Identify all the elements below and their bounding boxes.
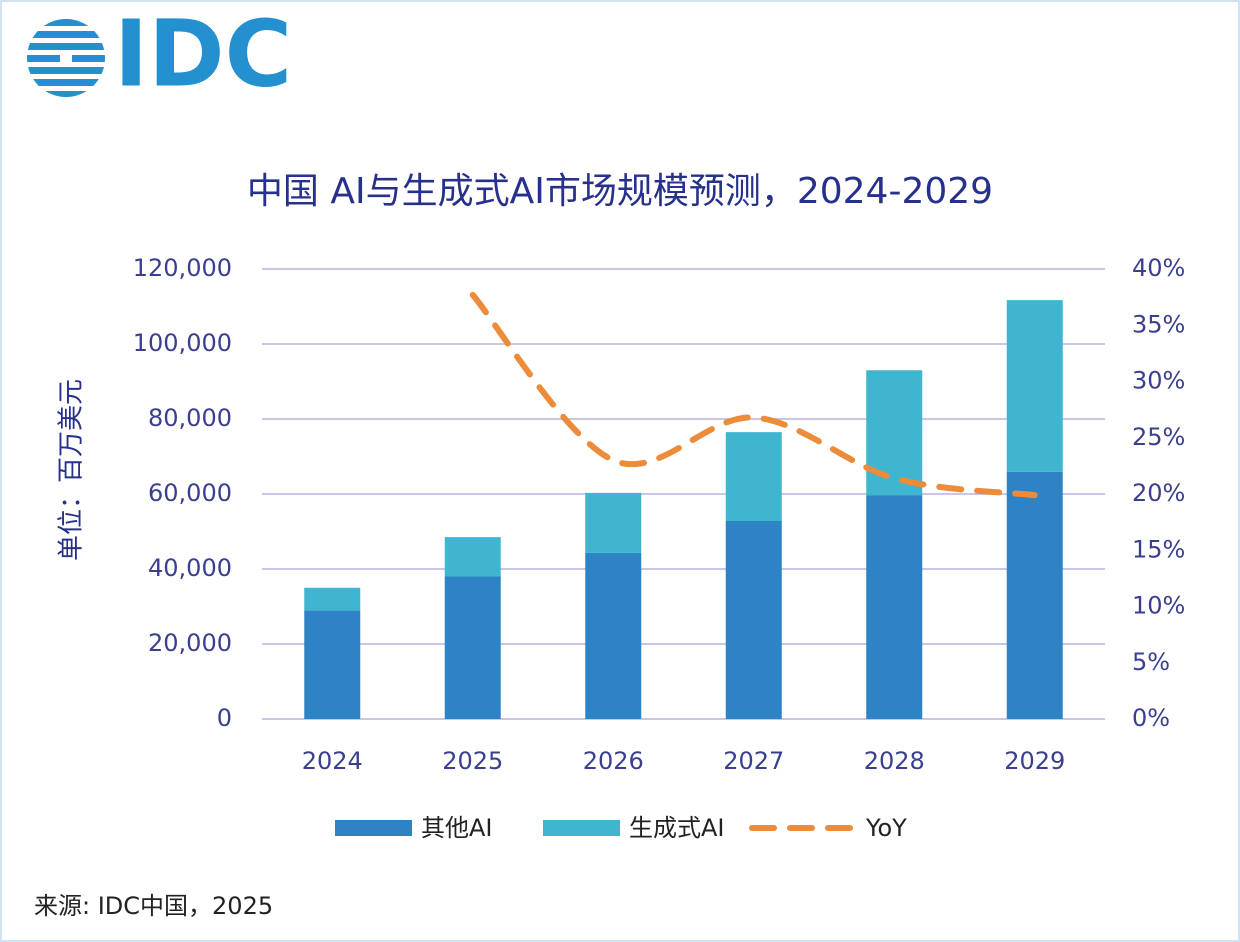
- bar: [1006, 471, 1063, 719]
- y2-tick-label: 15%: [1132, 535, 1185, 563]
- bar: [444, 537, 501, 577]
- bar: [444, 576, 501, 719]
- y-tick-label: 80,000: [148, 404, 232, 432]
- y2-tick-label: 35%: [1132, 310, 1185, 338]
- bar: [725, 432, 782, 521]
- y-tick-label: 120,000: [133, 254, 232, 282]
- y-tick-label: 100,000: [133, 329, 232, 357]
- legend-swatch: [335, 820, 412, 836]
- x-tick-label: 2029: [1004, 747, 1065, 775]
- y2-tick-label: 40%: [1132, 254, 1185, 282]
- y2-tick-label: 25%: [1132, 423, 1185, 451]
- y2-tick-label: 10%: [1132, 592, 1185, 620]
- x-tick-label: 2027: [723, 747, 784, 775]
- bar: [725, 521, 782, 719]
- y-tick-label: 0: [217, 704, 232, 732]
- legend-label: 其他AI: [421, 814, 493, 842]
- logo-globe: [27, 19, 105, 97]
- legend-label: 生成式AI: [629, 814, 725, 842]
- x-tick-label: 2026: [583, 747, 644, 775]
- x-tick-label: 2024: [302, 747, 363, 775]
- line: [469, 291, 1038, 499]
- y2-tick-label: 5%: [1132, 648, 1170, 676]
- x-tick-label: 2025: [442, 747, 503, 775]
- legend-label: YoY: [865, 814, 907, 842]
- y2-tick-label: 20%: [1132, 479, 1185, 507]
- y-tick-label: 20,000: [148, 629, 232, 657]
- y-tick-label: 40,000: [148, 554, 232, 582]
- bar: [866, 370, 923, 496]
- bar: [866, 495, 923, 719]
- y-tick-label: 60,000: [148, 479, 232, 507]
- y-axis-label: 单位：百万美元: [57, 379, 87, 561]
- bar: [1006, 300, 1063, 472]
- x-tick-label: 2028: [864, 747, 925, 775]
- logo-text: IDC: [114, 0, 292, 107]
- source: 来源: IDC中国，2025: [34, 892, 273, 920]
- bar: [304, 587, 361, 611]
- y2-tick-label: 30%: [1132, 367, 1185, 395]
- bar: [585, 552, 642, 719]
- bar: [304, 610, 361, 719]
- chart-title: 中国 AI与生成式AI市场规模预测，2024-2029: [247, 171, 993, 212]
- legend-swatch: [543, 820, 620, 836]
- bar: [585, 492, 642, 553]
- y2-tick-label: 0%: [1132, 704, 1170, 732]
